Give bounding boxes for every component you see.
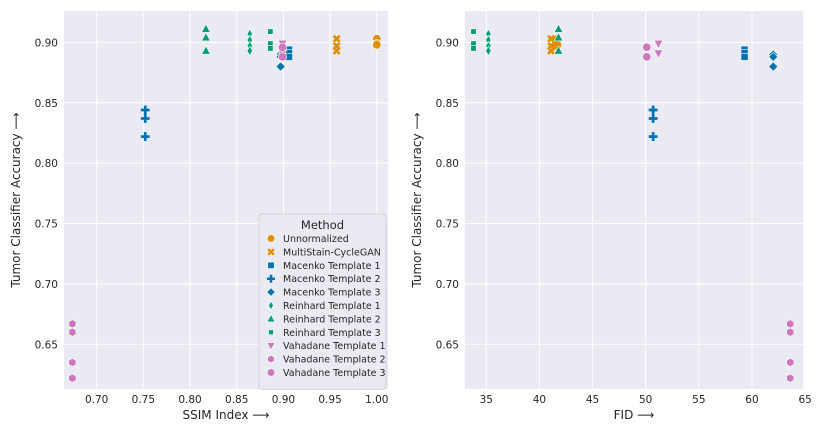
legend-marker: [267, 248, 275, 256]
data-point: [786, 357, 795, 367]
x-tick-label: 35: [480, 394, 493, 406]
legend-item-label: Vahadane Template 1: [283, 341, 386, 352]
legend-item-label: Vahadane Template 3: [283, 368, 386, 379]
legend-item-label: Reinhard Template 3: [283, 328, 381, 339]
data-point: [786, 319, 795, 329]
data-point: [68, 327, 77, 337]
x-tick-label: 0.90: [272, 394, 295, 406]
x-tick-label: 0.75: [132, 394, 155, 406]
x-axis-label: SSIM Index ⟶: [183, 408, 270, 422]
y-tick-label: 0.85: [436, 98, 459, 110]
x-tick-label: 55: [692, 394, 705, 406]
plot-area: [465, 11, 803, 389]
data-point: [201, 45, 211, 55]
legend-box: [258, 213, 387, 390]
data-point: [140, 105, 150, 115]
legend-item-label: Reinhard Template 2: [283, 314, 381, 325]
data-point: [267, 45, 274, 52]
y-tick-label: 0.70: [436, 279, 459, 291]
data-point: [267, 28, 274, 35]
legend-item-label: Vahadane Template 2: [283, 355, 386, 366]
legend-marker: [267, 354, 275, 364]
data-point: [786, 327, 795, 337]
legend-item-label: Macenko Template 3: [283, 288, 381, 299]
y-axis-label: Tumor Classifier Accuracy ⟶: [9, 112, 23, 288]
legend-marker: [268, 300, 274, 311]
data-point: [277, 52, 287, 62]
y-tick-label: 0.80: [436, 158, 459, 170]
y-tick-label: 0.90: [35, 37, 58, 49]
data-point: [648, 132, 658, 142]
legend-marker: [267, 261, 275, 269]
chart-panel-2: 35 40 45 50 55 60 65 0.65 0.70 0.75 0.80 0.85 0.90 FI…: [410, 11, 812, 422]
legend-marker: [267, 274, 275, 283]
data-point: [246, 45, 253, 57]
data-point: [470, 45, 477, 52]
data-point: [277, 42, 287, 52]
data-point: [553, 32, 564, 42]
x-tick-label: 50: [639, 394, 652, 406]
x-tick-label: 60: [745, 394, 758, 406]
data-point: [372, 40, 382, 50]
y-tick-label: 0.90: [436, 37, 459, 49]
legend-item-label: Reinhard Template 1: [283, 301, 381, 312]
data-point: [485, 45, 492, 57]
y-tick-label: 0.85: [35, 98, 58, 110]
y-tick-label: 0.65: [436, 339, 459, 351]
data-point: [642, 42, 652, 52]
x-tick-label: 65: [798, 394, 811, 406]
legend: Method Unnormalized MultiStain-CycleGAN Mac…: [258, 213, 387, 390]
legend-marker: [266, 313, 276, 323]
y-tick-label: 0.75: [35, 219, 58, 231]
data-points: [470, 23, 795, 383]
x-tick-label: 0.80: [178, 394, 201, 406]
legend-title: Method: [301, 218, 344, 232]
y-tick-label: 0.70: [35, 279, 58, 291]
data-point: [332, 34, 341, 43]
chart-panel-1: 0.70 0.75 0.80 0.85 0.90 0.95 1.00 0.65 0.70 0.75…: [9, 11, 388, 422]
legend-item-label: Macenko Template 2: [283, 274, 381, 285]
legend-marker: [266, 287, 276, 297]
x-axis-label: FID ⟶: [614, 408, 655, 422]
data-point: [201, 32, 211, 42]
legend-marker: [268, 329, 274, 336]
data-point: [68, 319, 77, 329]
legend-marker: [266, 368, 276, 377]
y-tick-label: 0.75: [436, 219, 459, 231]
data-point: [553, 45, 564, 55]
data-point: [140, 114, 150, 123]
data-point: [140, 132, 150, 142]
data-point: [648, 105, 658, 115]
x-tick-label: 45: [586, 394, 599, 406]
x-tick-label: 0.95: [318, 394, 341, 406]
data-point: [768, 61, 779, 72]
legend-item-label: Unnormalized: [283, 234, 349, 245]
data-point: [740, 53, 749, 61]
x-tick-label: 1.00: [365, 394, 388, 406]
x-tick-label: 0.85: [225, 394, 248, 406]
data-point: [786, 373, 795, 383]
data-point: [653, 49, 664, 59]
data-point: [648, 114, 658, 123]
x-tick-label: 40: [533, 394, 546, 406]
data-point: [275, 61, 286, 72]
legend-marker: [266, 342, 276, 351]
data-point: [470, 28, 477, 35]
y-axis-label: Tumor Classifier Accuracy ⟶: [410, 112, 424, 288]
data-point: [332, 46, 341, 55]
data-point: [68, 373, 77, 383]
legend-item-label: Macenko Template 1: [283, 261, 381, 272]
data-point: [653, 39, 664, 50]
data-point: [642, 52, 652, 62]
data-points: [68, 23, 382, 383]
data-point: [68, 357, 77, 367]
legend-item-label: MultiStain-CycleGAN: [283, 247, 381, 258]
y-tick-label: 0.65: [35, 339, 58, 351]
x-tick-label: 0.70: [85, 394, 108, 406]
legend-marker: [266, 234, 276, 243]
y-tick-label: 0.80: [35, 158, 58, 170]
